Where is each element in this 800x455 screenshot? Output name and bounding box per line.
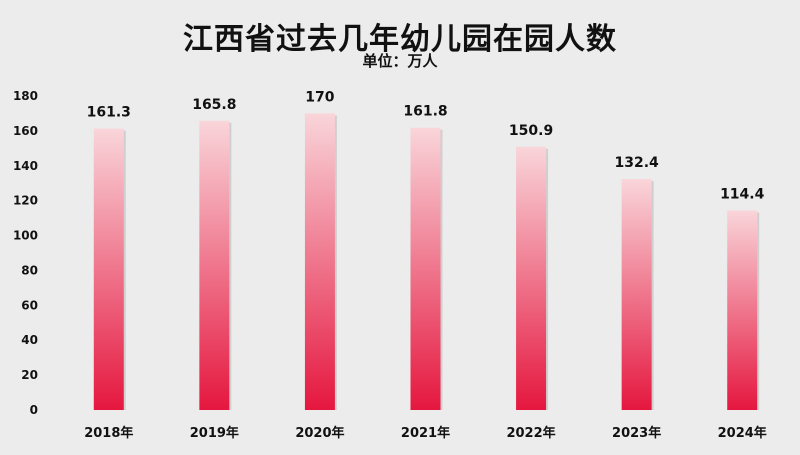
bar-shadow [334,115,337,410]
y-axis: 0 20 40 60 80 100 120 140 160 180 [13,89,38,417]
x-category-label: 2020年 [295,425,344,441]
bar [199,120,230,410]
x-category-label: 2019年 [190,425,239,441]
bar-shadow [123,130,126,411]
bars: 161.3 165.8 170 161.8 150.9 132.4 114.4 [87,89,765,411]
y-tick-label: 20 [21,368,38,382]
bar-shadow [651,181,654,410]
x-category-label: 2021年 [401,425,450,441]
bar [621,179,652,410]
x-category-label: 2018年 [84,425,133,441]
bar [516,146,547,410]
data-label: 150.9 [509,123,553,139]
bar [410,127,441,410]
bar-shadow [440,129,443,410]
data-label: 161.3 [87,105,131,121]
y-tick-label: 140 [13,159,38,173]
y-tick-label: 40 [21,333,38,347]
bar-shadow [546,148,549,410]
bar [93,128,124,411]
y-tick-label: 180 [13,89,38,103]
data-label: 165.8 [192,97,236,113]
y-tick-label: 60 [21,298,38,312]
data-label: 114.4 [720,186,765,202]
data-label: 170 [305,89,334,105]
chart-title: 江西省过去几年幼儿园在园人数 [183,22,617,57]
x-axis: 2018年 2019年 2020年 2021年 2022年 2023年 2024年 [84,425,767,441]
y-tick-label: 100 [13,229,38,243]
x-category-label: 2024年 [718,425,767,441]
y-tick-label: 80 [21,263,38,277]
bar [304,113,335,410]
x-category-label: 2022年 [506,425,555,441]
y-tick-label: 160 [13,124,38,138]
chart-subtitle: 单位：万人 [362,52,438,70]
bar-shadow [757,212,760,410]
y-tick-label: 0 [30,403,38,417]
data-label: 132.4 [614,155,659,171]
bar [727,210,758,410]
bar-shadow [229,122,232,410]
y-tick-label: 120 [13,194,38,208]
data-label: 161.8 [403,104,447,120]
x-category-label: 2023年 [612,425,661,441]
